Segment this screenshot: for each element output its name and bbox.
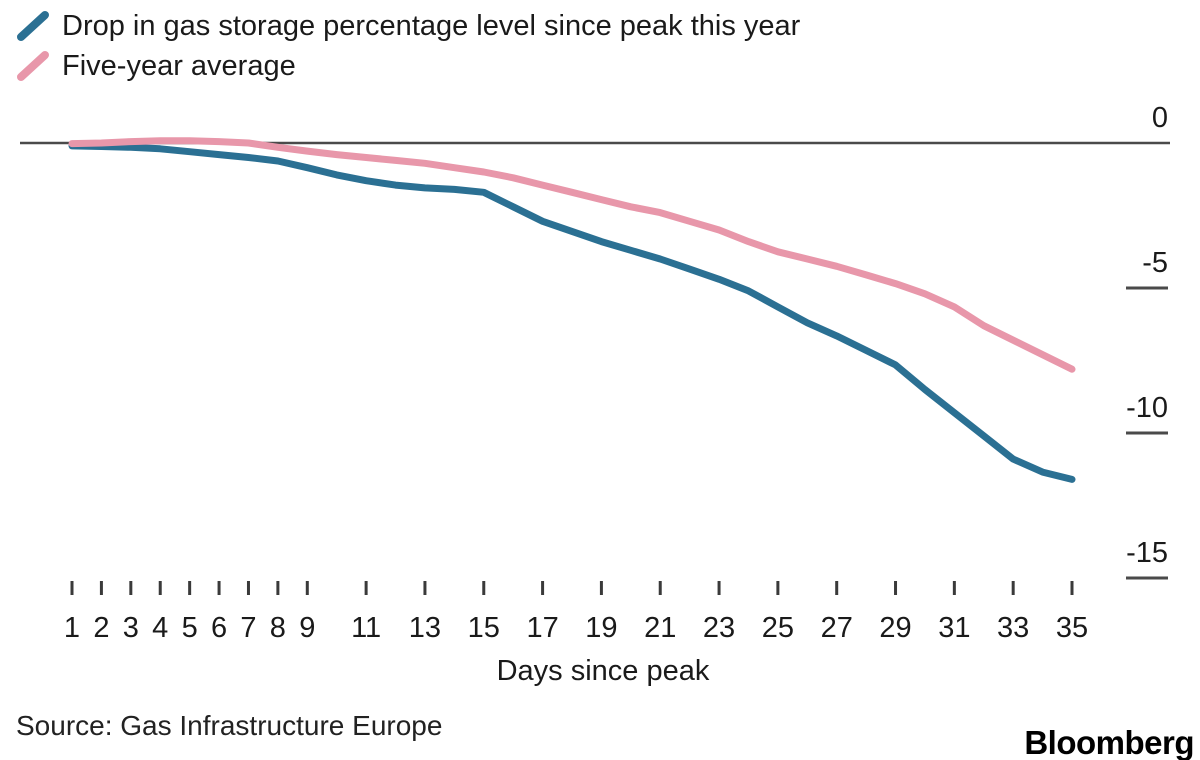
x-axis-tick-label: 3: [123, 612, 139, 644]
y-axis-tick-label: 0: [1152, 102, 1168, 134]
legend-item-this-year: Drop in gas storage percentage level sin…: [16, 8, 800, 44]
x-axis-tick-label: 5: [182, 612, 198, 644]
x-axis-tick-label: 19: [585, 612, 617, 644]
x-axis-tick-label: 6: [211, 612, 227, 644]
x-axis-tick-label: 31: [938, 612, 970, 644]
legend-item-five-year-average: Five-year average: [16, 48, 800, 84]
x-axis-tick-label: 8: [270, 612, 286, 644]
this-year-line-slash-icon: [17, 11, 49, 41]
five-year-average-line-slash-icon: [17, 51, 49, 81]
x-axis-tick-label: 4: [152, 612, 168, 644]
x-axis-tick-label: 2: [93, 612, 109, 644]
source-attribution: Source: Gas Infrastructure Europe: [16, 710, 443, 741]
x-axis-tick-label: 11: [351, 612, 381, 644]
legend-label-this-year: Drop in gas storage percentage level sin…: [62, 10, 801, 42]
x-axis-tick-label: 27: [821, 612, 853, 644]
y-axis-tick-label: -15: [1126, 537, 1168, 569]
x-axis-tick-label: 33: [997, 612, 1029, 644]
series-line-this-year: [68, 142, 1076, 483]
x-axis-tick-label: 25: [762, 612, 794, 644]
x-axis-tick-label: 17: [526, 612, 558, 644]
x-axis-tick-label: 1: [64, 612, 80, 644]
bloomberg-logo: Bloomberg: [1024, 724, 1194, 760]
x-axis-tick-label: 7: [240, 612, 256, 644]
series-line-five-year-average: [68, 137, 1076, 373]
y-axis-tick-label: -5: [1142, 247, 1168, 279]
x-axis-tick-label: 9: [299, 612, 315, 644]
x-axis-tick-label: 29: [879, 612, 911, 644]
y-axis-tick-label: -10: [1126, 392, 1168, 424]
legend-label-five-year-average: Five-year average: [62, 50, 296, 82]
x-axis-tick-label: 35: [1056, 612, 1088, 644]
x-axis-title: Days since peak: [496, 655, 710, 687]
x-axis-tick-label: 15: [468, 612, 500, 644]
x-axis-tick-label: 21: [644, 612, 676, 644]
legend: Drop in gas storage percentage level sin…: [16, 8, 800, 84]
x-axis-tick-label: 13: [409, 612, 441, 644]
x-axis-tick-label: 23: [703, 612, 735, 644]
